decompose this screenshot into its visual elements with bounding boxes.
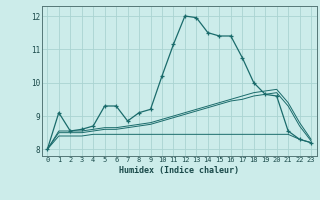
X-axis label: Humidex (Indice chaleur): Humidex (Indice chaleur) [119,166,239,175]
